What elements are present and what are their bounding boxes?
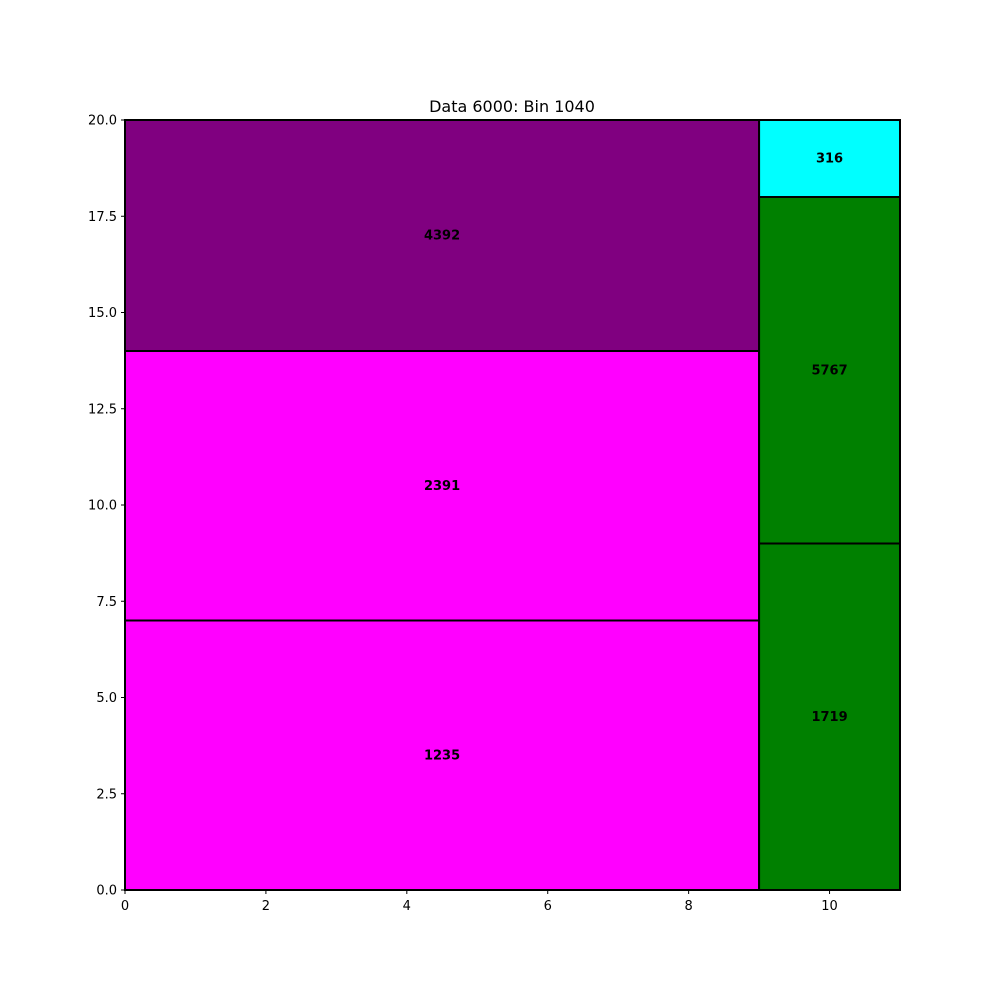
rectangles-group xyxy=(124,119,901,891)
y-tick-label: 15.0 xyxy=(88,306,117,321)
treemap-rect-1235 xyxy=(124,619,761,891)
y-tick-label: 0.0 xyxy=(96,884,117,899)
rect-label-2391: 2391 xyxy=(424,479,460,494)
rect-label-1719: 1719 xyxy=(811,710,847,725)
rect-label-1235: 1235 xyxy=(424,748,460,763)
rect-label-5767: 5767 xyxy=(811,363,847,378)
y-tick-label: 17.5 xyxy=(88,210,117,225)
x-axis: 0 2 4 6 8 10 xyxy=(121,890,838,914)
y-tick-label: 2.5 xyxy=(96,787,117,802)
x-tick-label: 0 xyxy=(121,899,129,914)
y-tick-label: 5.0 xyxy=(96,691,117,706)
x-tick-label: 8 xyxy=(684,899,692,914)
rectangle-labels-group: 1235 2391 4392 1719 5767 316 xyxy=(424,152,848,764)
treemap-rect-2391 xyxy=(124,350,761,622)
treemap-rect-5767 xyxy=(758,196,901,545)
chart-title: Data 6000: Bin 1040 xyxy=(429,97,595,116)
x-tick-label: 4 xyxy=(403,899,411,914)
y-axis: 0.0 2.5 5.0 7.5 10.0 12.5 15.0 17.5 20.0 xyxy=(88,114,125,899)
rect-label-4392: 4392 xyxy=(424,229,460,244)
rect-label-316: 316 xyxy=(816,152,843,167)
y-tick-label: 12.5 xyxy=(88,402,117,417)
treemap-rect-316 xyxy=(758,119,901,198)
x-tick-label: 10 xyxy=(821,899,838,914)
y-tick-label: 7.5 xyxy=(96,595,117,610)
y-tick-label: 10.0 xyxy=(88,499,117,514)
y-tick-label: 20.0 xyxy=(88,114,117,129)
treemap-rect-1719 xyxy=(758,542,901,891)
x-tick-label: 6 xyxy=(544,899,552,914)
x-tick-label: 2 xyxy=(262,899,270,914)
